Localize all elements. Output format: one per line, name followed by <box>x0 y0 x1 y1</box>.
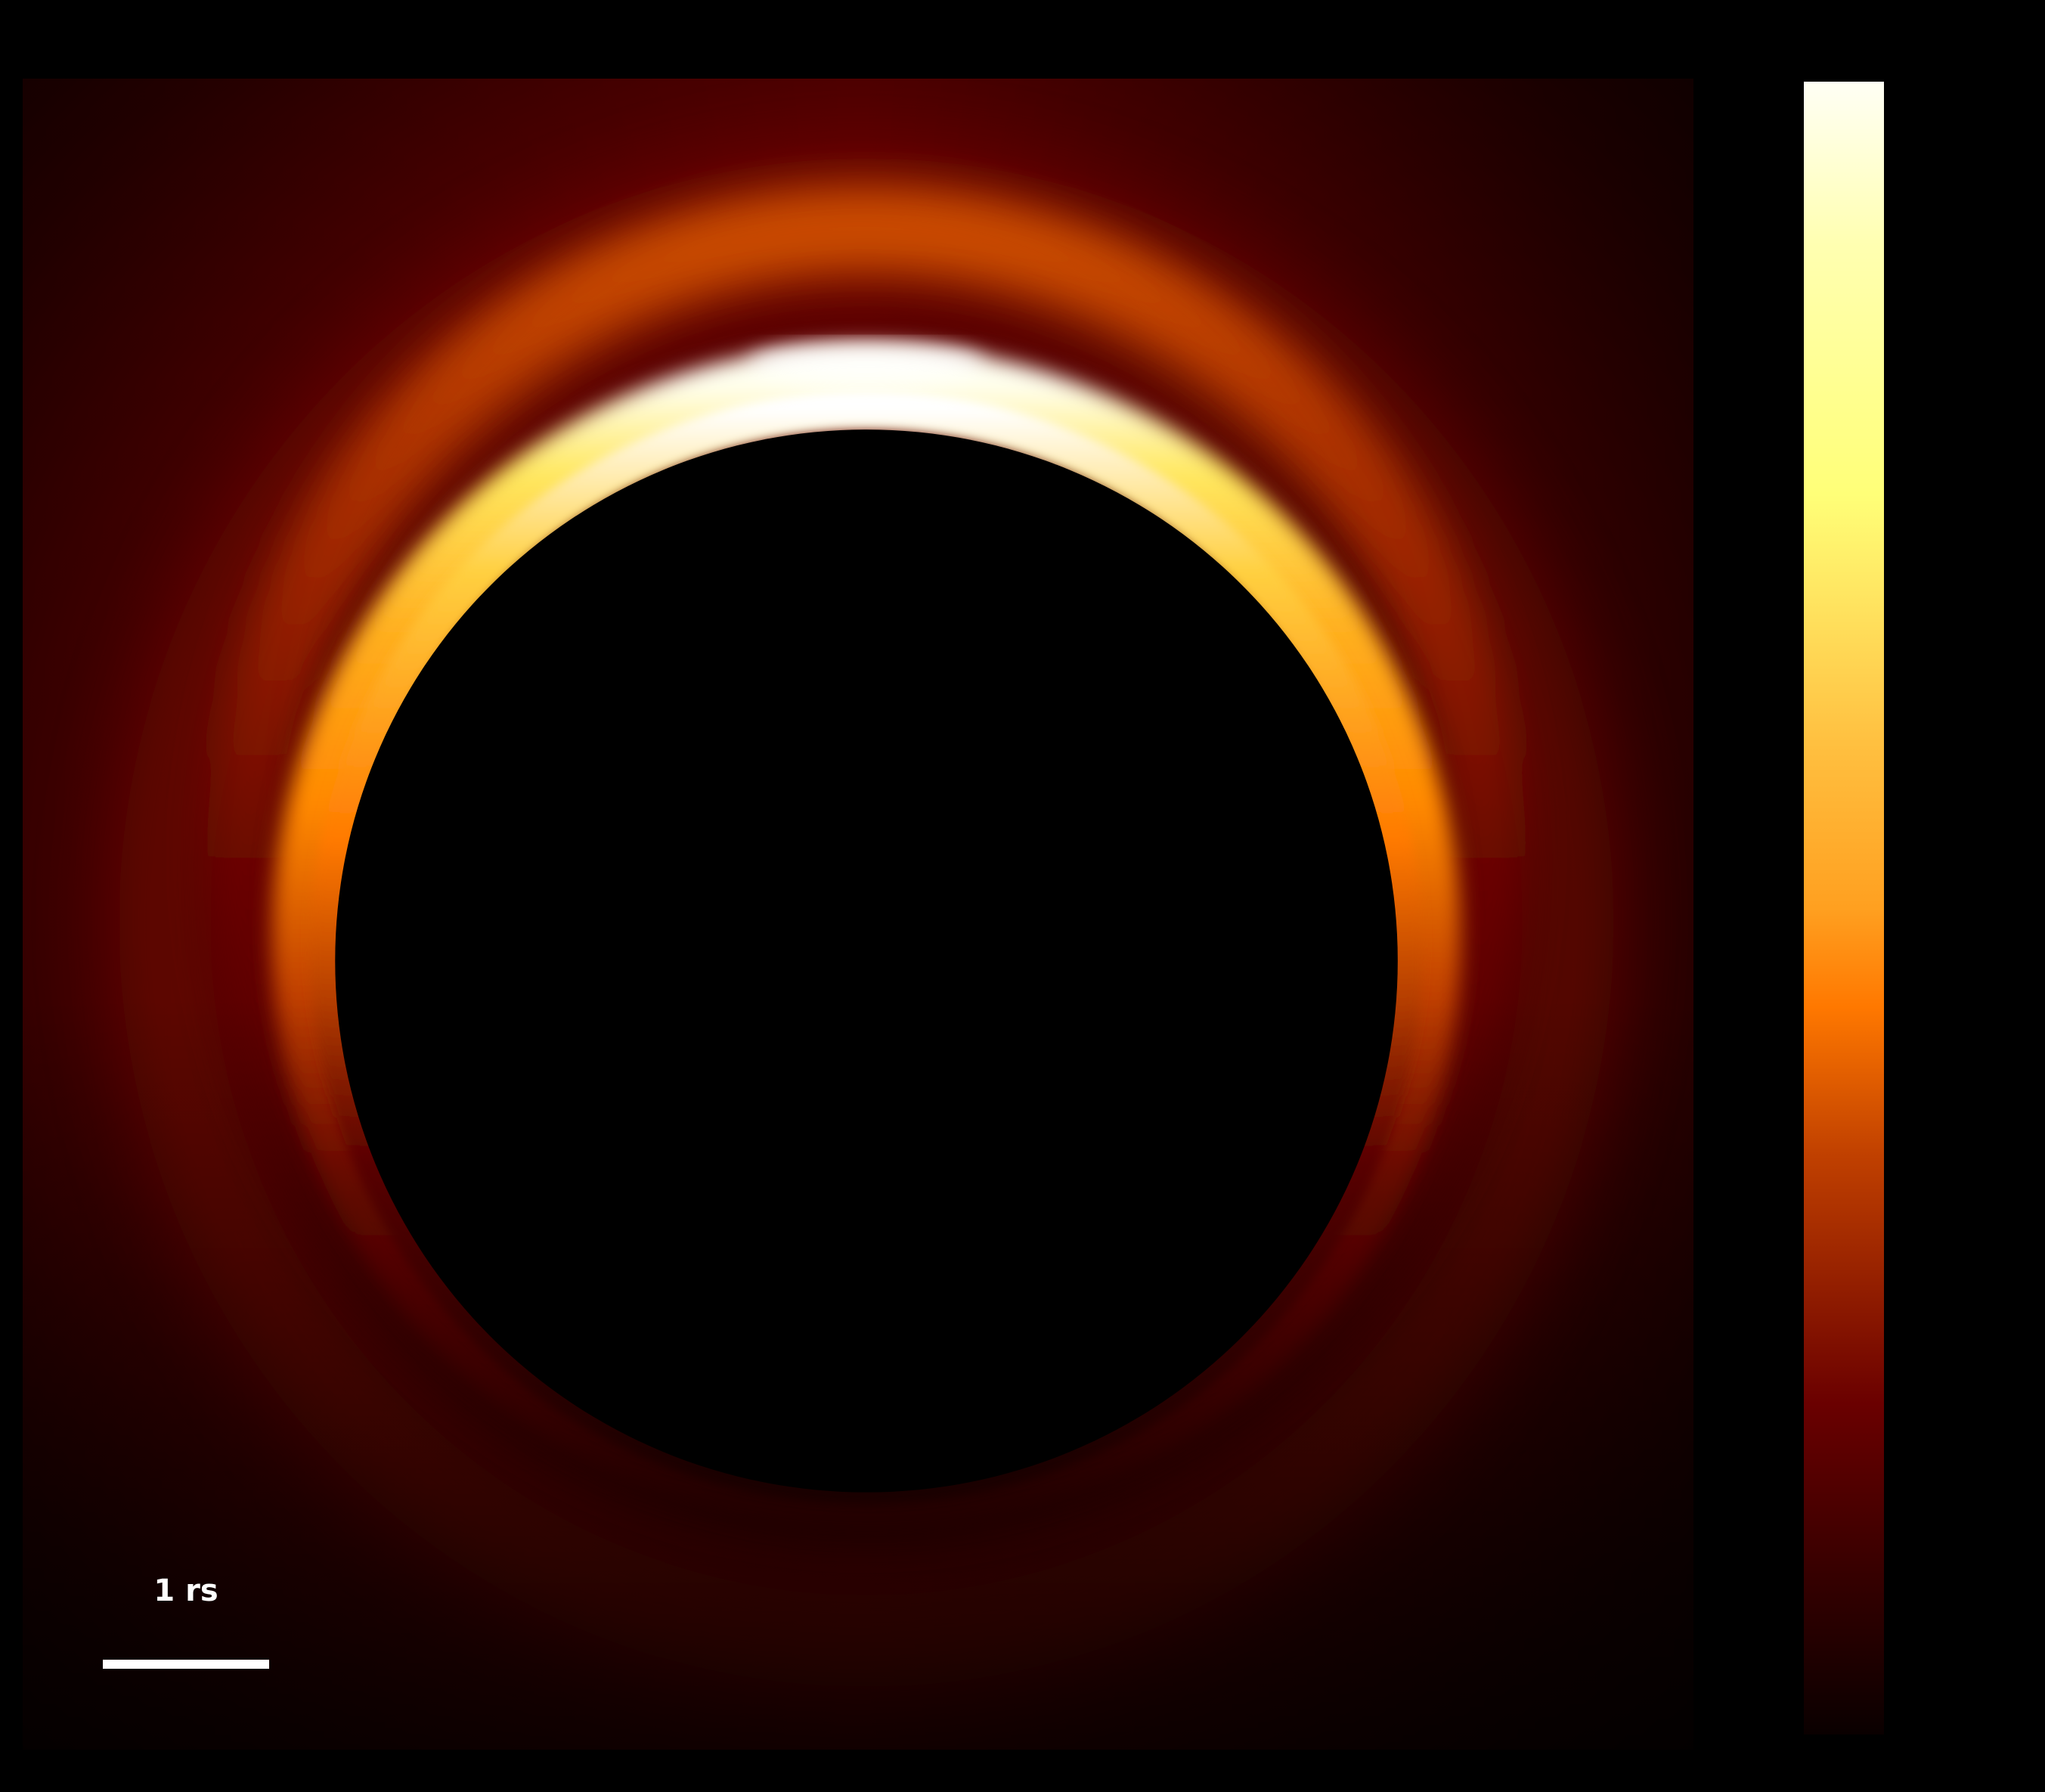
emission-image-svg <box>23 79 1693 1750</box>
colorbar <box>1804 82 1884 1735</box>
scale-bar <box>103 1660 269 1669</box>
scale-bar-label: 1 rs <box>153 1573 218 1608</box>
emission-image <box>23 79 1693 1750</box>
colorbar-gradient <box>1804 82 1884 1735</box>
bottom-shading <box>23 79 1693 1750</box>
